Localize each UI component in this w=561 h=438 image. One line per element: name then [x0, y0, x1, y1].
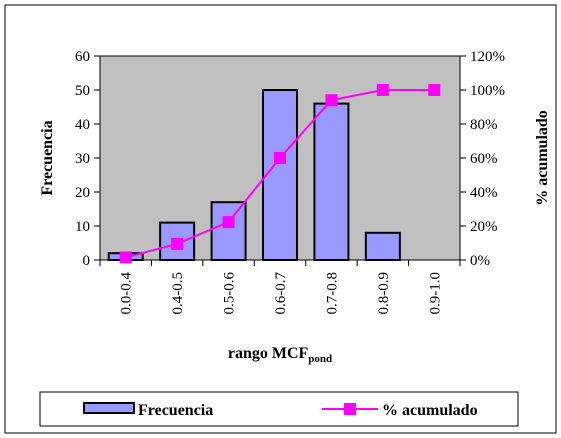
y-axis-right: 0% 20% 40% 60% 80% 100% 120% — [460, 49, 505, 269]
y-axis-left: 0 10 20 30 40 50 60 — [75, 49, 100, 269]
y-tick-label: 10 — [75, 219, 90, 235]
x-tick-label: 0.0-0.4 — [119, 272, 135, 315]
bar-0.6-0.7 — [262, 89, 298, 261]
y-tick-label: 0 — [83, 253, 91, 269]
y2-tick-label: 20% — [470, 219, 498, 235]
legend: Frecuencia % acumulado — [39, 391, 519, 427]
legend-bar-swatch — [83, 402, 135, 414]
cumulative-point-0.9-1.0 — [428, 84, 441, 96]
y-axis-title: Frecuencia — [39, 120, 56, 195]
bar-0.5-0.6 — [210, 201, 247, 261]
y-tick-label: 20 — [75, 185, 90, 201]
x-axis: 0.0-0.4 0.4-0.5 0.5-0.6 0.6-0.7 0.7-0.8 0.8-0… — [99, 260, 461, 315]
x-tick-label: 0.7-0.8 — [324, 272, 340, 315]
bar-0.7-0.8 — [313, 102, 350, 261]
cumulative-point-0.8-0.9 — [376, 84, 389, 96]
x-axis-title-main: rango MCF — [228, 345, 309, 362]
y2-tick-label: 60% — [470, 151, 498, 167]
y-tick-label: 50 — [75, 83, 90, 99]
x-axis-title-sub: pond — [308, 353, 332, 365]
x-tick-label: 0.4-0.5 — [170, 272, 186, 315]
cumulative-point-0.6-0.7 — [274, 152, 286, 164]
cumulative-point-0.5-0.6 — [222, 216, 235, 229]
legend-line-label: % acumulado — [382, 402, 478, 419]
cumulative-point-0.4-0.5 — [171, 237, 184, 250]
y2-tick-label: 80% — [470, 117, 498, 133]
y2-tick-label: 40% — [470, 185, 498, 201]
x-tick-label: 0.9-1.0 — [427, 272, 443, 315]
bar-0.8-0.9 — [364, 231, 401, 262]
y-tick-label: 40 — [75, 117, 90, 133]
y2-tick-label: 100% — [470, 83, 505, 99]
y2-axis-title: % acumulado — [534, 110, 551, 206]
x-axis-title: rango MCFpond — [228, 345, 332, 365]
y2-tick-label: 0% — [470, 253, 490, 269]
x-tick-label: 0.6-0.7 — [273, 272, 289, 315]
cumulative-point-0.7-0.8 — [325, 94, 338, 107]
line-series — [119, 84, 441, 264]
legend-bar-label: Frecuencia — [138, 402, 213, 419]
legend-line-marker — [344, 403, 356, 415]
cumulative-point-0.0-0.4 — [119, 251, 132, 264]
y2-tick-label: 120% — [470, 49, 505, 65]
y-tick-label: 30 — [75, 151, 90, 167]
x-tick-label: 0.5-0.6 — [222, 272, 238, 315]
x-tick-label: 0.8-0.9 — [376, 272, 392, 315]
bar-series — [107, 89, 401, 262]
y-tick-label: 60 — [75, 49, 90, 65]
